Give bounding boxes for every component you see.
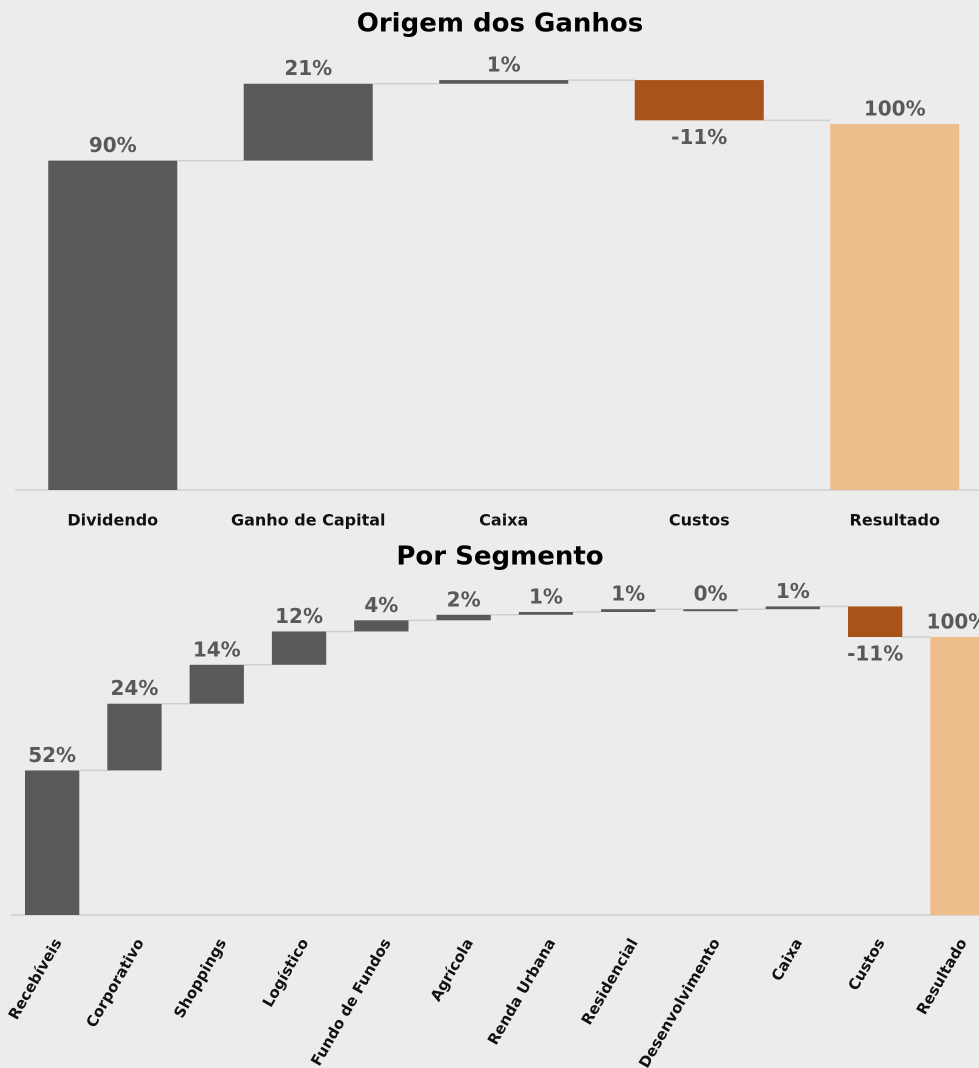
- data-label: 100%: [864, 97, 926, 121]
- x-tick-label: Custos: [669, 511, 730, 530]
- bar: [683, 609, 738, 612]
- bar: [601, 609, 656, 612]
- data-label: 100%: [927, 610, 979, 634]
- x-tick-label: Recebíveis: [5, 935, 66, 1023]
- bar: [439, 80, 569, 84]
- data-label: 1%: [529, 584, 563, 608]
- data-label: 0%: [694, 582, 728, 606]
- x-tick-label: Dividendo: [67, 511, 158, 530]
- data-label: 14%: [193, 637, 241, 661]
- x-tick-label: Logístico: [259, 935, 313, 1010]
- data-label: 1%: [487, 53, 521, 77]
- x-tick-label: Caixa: [768, 935, 807, 984]
- data-label: 1%: [611, 582, 645, 606]
- x-tick-label: Desenvolvimento: [635, 935, 724, 1068]
- chart-title: Origem dos Ganhos: [357, 9, 643, 39]
- bar: [436, 614, 491, 621]
- x-tick-label: Shoppings: [170, 935, 230, 1021]
- data-label: 4%: [364, 593, 398, 617]
- data-label: -11%: [847, 642, 903, 666]
- data-label: 24%: [111, 676, 159, 700]
- bar: [518, 611, 574, 615]
- x-tick-label: Custos: [844, 935, 888, 993]
- bar: [830, 124, 960, 490]
- x-tick-label: Fundo de Fundos: [307, 935, 395, 1068]
- chart-title: Por Segmento: [396, 542, 603, 572]
- bar: [48, 160, 178, 490]
- data-label: 12%: [275, 604, 323, 628]
- x-tick-label: Resultado: [913, 935, 971, 1017]
- x-tick-label: Agrícola: [427, 935, 477, 1004]
- x-tick-label: Residencial: [578, 935, 642, 1028]
- bar: [189, 664, 244, 704]
- bar: [24, 770, 80, 915]
- data-label: 21%: [284, 56, 332, 80]
- bar: [765, 606, 821, 610]
- bar: [930, 637, 979, 915]
- bar: [847, 606, 903, 637]
- bar: [354, 620, 409, 632]
- x-tick-label: Corporativo: [82, 935, 147, 1030]
- bar: [107, 703, 162, 771]
- data-label: 2%: [447, 587, 481, 611]
- x-tick-label: Ganho de Capital: [231, 511, 386, 530]
- bar: [271, 631, 327, 665]
- x-tick-label: Resultado: [850, 511, 940, 530]
- data-label: 52%: [28, 743, 76, 767]
- x-tick-label: Renda Urbana: [484, 935, 559, 1048]
- data-label: -11%: [671, 125, 727, 149]
- data-label: 90%: [89, 133, 137, 157]
- bar: [243, 83, 373, 161]
- data-label: 1%: [776, 579, 810, 603]
- x-tick-label: Caixa: [479, 511, 528, 530]
- bar: [634, 80, 764, 121]
